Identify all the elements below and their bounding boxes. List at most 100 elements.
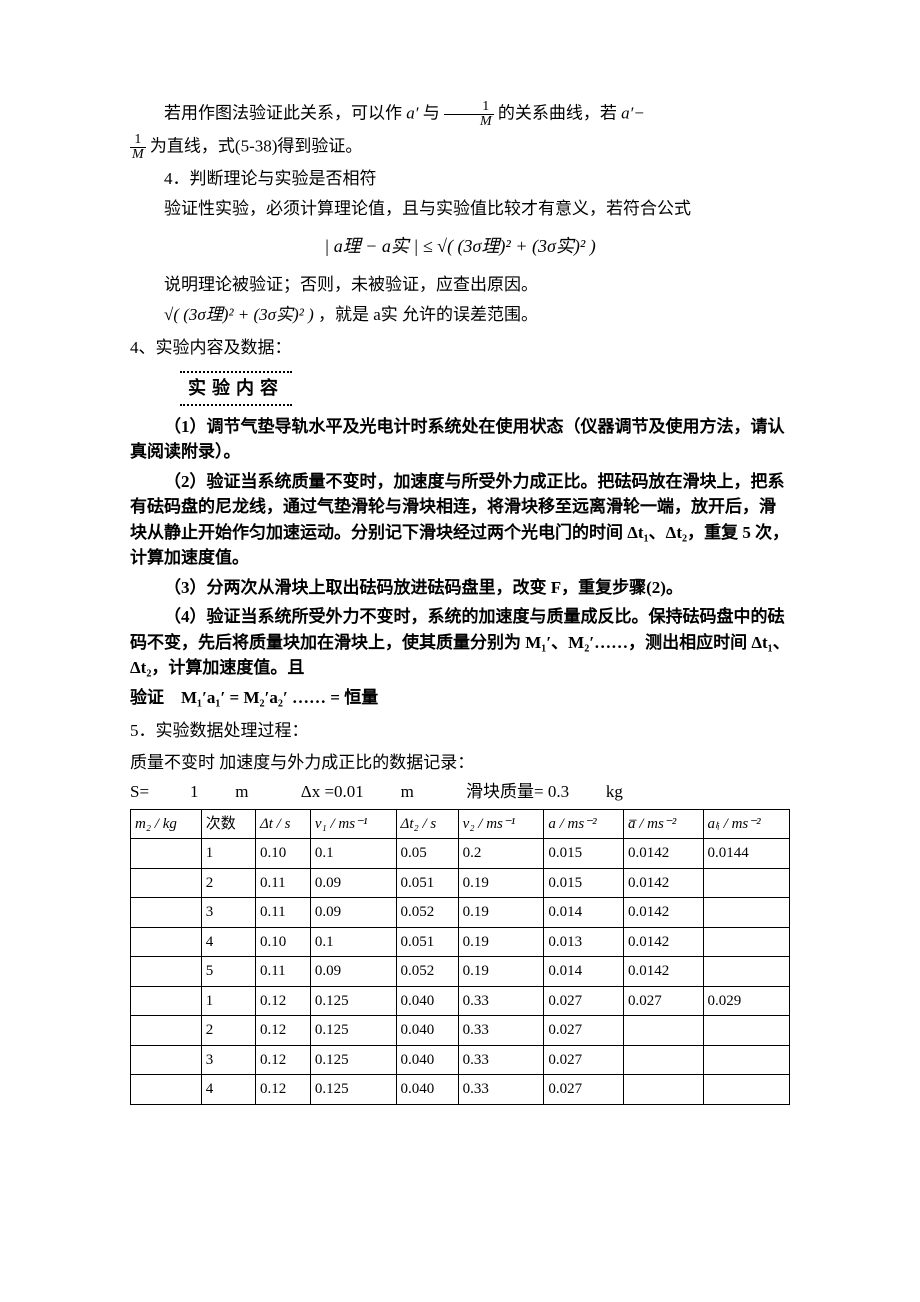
table-cell: 0.33 <box>458 1045 544 1075</box>
table-cell <box>703 898 789 928</box>
table-cell: 2 <box>201 868 255 898</box>
table-cell: 0.0144 <box>703 839 789 869</box>
table-cell <box>703 927 789 957</box>
text: 若用作图法验证此关系，可以作 <box>164 103 406 122</box>
table-cell: 4 <box>201 927 255 957</box>
table-cell: 1 <box>201 839 255 869</box>
table-cell: 0.0142 <box>623 868 703 898</box>
experiment-step-3: （3）分两次从滑块上取出砝码放进砝码盘里，改变 F，重复步骤(2)。 <box>130 575 790 601</box>
col-ali: aₗᵢ / ms⁻² <box>703 809 789 839</box>
col-dt: Δt / s <box>255 809 310 839</box>
col-abar: a̅ / ms⁻² <box>623 809 703 839</box>
table-cell <box>623 1016 703 1046</box>
table-cell: 0.09 <box>310 898 396 928</box>
table-cell: 0.040 <box>396 1016 458 1046</box>
table-cell: 0.125 <box>310 1045 396 1075</box>
table-cell <box>703 1045 789 1075</box>
table-cell: 0.1 <box>310 927 396 957</box>
table-cell: 0.12 <box>255 1016 310 1046</box>
param-dx: Δx =0.01 m <box>301 782 442 801</box>
experiment-step-2: （2）验证当系统质量不变时，加速度与所受外力成正比。把砝码放在滑块上，把系有砝码… <box>130 469 790 571</box>
table-cell: 0.040 <box>396 1045 458 1075</box>
table-cell: 0.09 <box>310 868 396 898</box>
table-cell: 0.051 <box>396 868 458 898</box>
table-cell: 0.33 <box>458 1016 544 1046</box>
table-cell: 0.10 <box>255 927 310 957</box>
table-cell: 0.014 <box>544 957 624 987</box>
table-cell: 0.11 <box>255 957 310 987</box>
col-a: a / ms⁻² <box>544 809 624 839</box>
table-cell: 0.027 <box>623 986 703 1016</box>
table-cell: 0.1 <box>310 839 396 869</box>
table-cell: 0.125 <box>310 1075 396 1105</box>
section-4-verified: 说明理论被验证；否则，未被验证，应查出原因。 <box>130 272 790 298</box>
data-parameters: S= 1 m Δx =0.01 m 滑块质量= 0.3 kg <box>130 779 790 805</box>
table-cell: 0.027 <box>544 986 624 1016</box>
col-m2: m₂ / kg <box>131 809 202 839</box>
text: 与 <box>423 103 444 122</box>
experiment-header-banner: 实验内容 <box>180 371 292 406</box>
table-cell <box>703 1075 789 1105</box>
table-row: 20.110.090.0510.190.0150.0142 <box>131 868 790 898</box>
table-cell <box>131 898 202 928</box>
table-cell: 0.19 <box>458 927 544 957</box>
col-v1: v₁ / ms⁻¹ <box>310 809 396 839</box>
table-cell: 0.125 <box>310 986 396 1016</box>
table-cell: 0.125 <box>310 1016 396 1046</box>
table-cell: 0.040 <box>396 986 458 1016</box>
table-cell: 0.027 <box>544 1045 624 1075</box>
table-cell: 3 <box>201 1045 255 1075</box>
table-row: 40.120.1250.0400.330.027 <box>131 1075 790 1105</box>
table-cell: 0.12 <box>255 1075 310 1105</box>
math-a-prime-minus: a′− <box>621 103 645 122</box>
table-cell <box>703 957 789 987</box>
text: 的关系曲线，若 <box>498 103 621 122</box>
table-row: 40.100.10.0510.190.0130.0142 <box>131 927 790 957</box>
table-cell: 0.05 <box>396 839 458 869</box>
table-cell: 0.027 <box>544 1075 624 1105</box>
col-trial: 次数 <box>201 809 255 839</box>
param-mass: 滑块质量= 0.3 kg <box>466 782 647 801</box>
main-formula: | a理 − a实 | ≤ √( (3σ理)² + (3σ实)² ) <box>130 233 790 260</box>
table-cell: 4 <box>201 1075 255 1105</box>
table-row: 50.110.090.0520.190.0140.0142 <box>131 957 790 987</box>
table-cell <box>703 868 789 898</box>
table-cell: 0.12 <box>255 1045 310 1075</box>
table-cell: 0.029 <box>703 986 789 1016</box>
table-cell <box>131 1075 202 1105</box>
table-cell: 3 <box>201 898 255 928</box>
table-cell <box>131 957 202 987</box>
table-cell: 0.027 <box>544 1016 624 1046</box>
col-dt2: Δt₂ / s <box>396 809 458 839</box>
table-cell: 0.0142 <box>623 898 703 928</box>
table-row: 20.120.1250.0400.330.027 <box>131 1016 790 1046</box>
table-cell: 0.040 <box>396 1075 458 1105</box>
table-cell: 0.015 <box>544 839 624 869</box>
table-cell: 0.11 <box>255 898 310 928</box>
table-cell: 0.19 <box>458 868 544 898</box>
table-row: 30.110.090.0520.190.0140.0142 <box>131 898 790 928</box>
param-S: S= 1 m <box>130 782 277 801</box>
table-header-row: m₂ / kg 次数 Δt / s v₁ / ms⁻¹ Δt₂ / s v₂ /… <box>131 809 790 839</box>
table-cell: 0.11 <box>255 868 310 898</box>
table-cell: 0.014 <box>544 898 624 928</box>
math-a-prime: a′ <box>406 103 418 122</box>
table-cell: 0.09 <box>310 957 396 987</box>
table-cell: 0.0142 <box>623 957 703 987</box>
table-cell <box>131 927 202 957</box>
section-5-subtitle: 质量不变时 加速度与外力成正比的数据记录： <box>130 750 790 776</box>
table-cell <box>131 986 202 1016</box>
paragraph-line-verified: 1 M 为直线，式(5-38)得到验证。 <box>130 133 790 162</box>
table-cell: 0.19 <box>458 957 544 987</box>
section-experiment-title: 4、实验内容及数据： <box>130 335 790 361</box>
fraction-1-over-M: 1 M <box>444 100 494 129</box>
table-cell <box>131 839 202 869</box>
text: 为直线，式(5-38)得到验证。 <box>150 136 362 155</box>
table-cell: 0.013 <box>544 927 624 957</box>
table-cell: 0.2 <box>458 839 544 869</box>
table-cell: 0.0142 <box>623 927 703 957</box>
table-cell: 0.12 <box>255 986 310 1016</box>
table-cell: 0.0142 <box>623 839 703 869</box>
table-cell: 1 <box>201 986 255 1016</box>
table-cell: 0.051 <box>396 927 458 957</box>
